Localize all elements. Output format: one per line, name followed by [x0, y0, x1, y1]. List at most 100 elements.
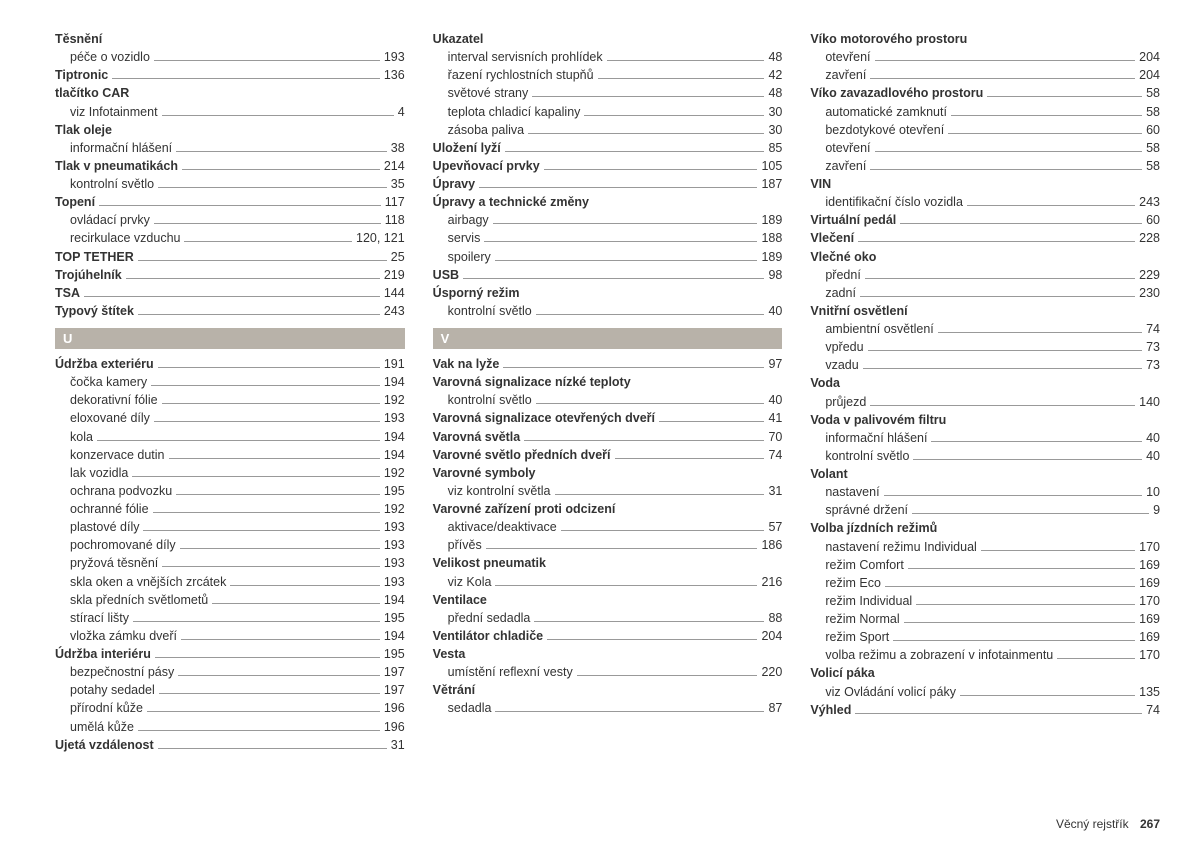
entry-label: režim Sport [825, 628, 889, 646]
entry-label: vpředu [825, 338, 863, 356]
entry-label: bezdotykové otevření [825, 121, 944, 139]
index-entry: Ventilátor chladiče204 [433, 627, 783, 645]
entry-label: pryžová těsnění [70, 554, 158, 572]
entry-leader-dots [532, 96, 764, 97]
entry-page: 74 [768, 446, 782, 464]
entry-page: 243 [384, 302, 405, 320]
entry-label: identifikační číslo vozidla [825, 193, 963, 211]
entry-page: 169 [1139, 610, 1160, 628]
entry-label: dekorativní fólie [70, 391, 158, 409]
entry-page: 118 [385, 211, 405, 229]
entry-page: 186 [761, 536, 782, 554]
entry-label: přední sedadla [448, 609, 531, 627]
index-entry: přívěs186 [433, 536, 783, 554]
entry-leader-dots [863, 368, 1142, 369]
entry-leader-dots [858, 241, 1135, 242]
entry-label: Výhled [810, 701, 851, 719]
entry-label: umělá kůže [70, 718, 134, 736]
index-entry: dekorativní fólie192 [55, 391, 405, 409]
index-entry: zadní230 [810, 284, 1160, 302]
entry-leader-dots [503, 367, 764, 368]
index-column: Těsněnípéče o vozidlo193Tiptronic136tlač… [55, 30, 405, 754]
entry-label: Varovné zařízení proti odcizení [433, 500, 616, 518]
entry-label: otevření [825, 48, 870, 66]
entry-label: režim Individual [825, 592, 912, 610]
entry-label: kola [70, 428, 93, 446]
entry-page: 193 [384, 48, 405, 66]
entry-page: 220 [761, 663, 782, 681]
entry-label: konzervace dutin [70, 446, 165, 464]
index-entry: režim Comfort169 [810, 556, 1160, 574]
entry-label: airbagy [448, 211, 489, 229]
entry-label: aktivace/deaktivace [448, 518, 557, 536]
entry-label: Víko zavazadlového prostoru [810, 84, 983, 102]
index-entry: pryžová těsnění193 [55, 554, 405, 572]
entry-label: TOP TETHER [55, 248, 134, 266]
entry-leader-dots [987, 96, 1142, 97]
index-entry: automatické zamknutí58 [810, 103, 1160, 121]
index-entry: otevření204 [810, 48, 1160, 66]
entry-label: přední [825, 266, 860, 284]
entry-label: režim Normal [825, 610, 899, 628]
footer-page-number: 267 [1140, 817, 1160, 831]
index-entry: Varovná světla70 [433, 428, 783, 446]
index-entry: aktivace/deaktivace 57 [433, 518, 783, 536]
entry-page: 85 [768, 139, 782, 157]
entry-page: 88 [768, 609, 782, 627]
entry-page: 214 [384, 157, 405, 175]
entry-label: zásoba paliva [448, 121, 524, 139]
entry-leader-dots [176, 151, 387, 152]
entry-label: Vlečení [810, 229, 854, 247]
entry-label: Upevňovací prvky [433, 157, 540, 175]
entry-page: 188 [761, 229, 782, 247]
entry-page: 35 [391, 175, 405, 193]
index-entry: tlačítko CAR [55, 84, 405, 102]
index-entry: recirkulace vzduchu120, 121 [55, 229, 405, 247]
index-entry: kontrolní světlo40 [433, 302, 783, 320]
entry-page: 194 [384, 627, 405, 645]
entry-leader-dots [893, 640, 1135, 641]
entry-label: eloxované díly [70, 409, 150, 427]
index-entry: zásoba paliva 30 [433, 121, 783, 139]
entry-page: 57 [768, 518, 782, 536]
entry-leader-dots [916, 604, 1135, 605]
entry-leader-dots [180, 548, 380, 549]
index-entry: umělá kůže196 [55, 718, 405, 736]
entry-leader-dots [884, 495, 1143, 496]
index-entry: Vlečné oko [810, 248, 1160, 266]
index-entry: Volicí páka [810, 664, 1160, 682]
index-entry: ochrana podvozku195 [55, 482, 405, 500]
entry-page: 194 [384, 591, 405, 609]
entry-label: čočka kamery [70, 373, 147, 391]
entry-page: 170 [1139, 538, 1160, 556]
entry-page: 42 [768, 66, 782, 84]
index-entry: řazení rychlostních stupňů 42 [433, 66, 783, 84]
entry-leader-dots [659, 421, 764, 422]
entry-leader-dots [528, 133, 764, 134]
entry-page: 30 [768, 121, 782, 139]
entry-leader-dots [960, 695, 1135, 696]
entry-label: Víko motorového prostoru [810, 30, 967, 48]
entry-label: Topení [55, 193, 95, 211]
index-entry: Úpravy187 [433, 175, 783, 193]
entry-leader-dots [154, 421, 380, 422]
entry-label: řazení rychlostních stupňů [448, 66, 594, 84]
entry-label: Tlak oleje [55, 121, 112, 139]
entry-page: 169 [1139, 628, 1160, 646]
entry-leader-dots [495, 711, 764, 712]
entry-leader-dots [479, 187, 757, 188]
index-entry: Trojúhelník219 [55, 266, 405, 284]
entry-leader-dots [153, 512, 380, 513]
entry-label: automatické zamknutí [825, 103, 947, 121]
entry-leader-dots [138, 314, 380, 315]
entry-leader-dots [855, 713, 1142, 714]
entry-page: 97 [768, 355, 782, 373]
index-entry: bezdotykové otevření60 [810, 121, 1160, 139]
entry-leader-dots [598, 78, 765, 79]
entry-page: 192 [384, 500, 405, 518]
index-entry: Varovné světlo předních dveří74 [433, 446, 783, 464]
entry-leader-dots [230, 585, 379, 586]
entry-label: Údržba exteriéru [55, 355, 154, 373]
entry-page: 40 [1146, 447, 1160, 465]
entry-page: 60 [1146, 211, 1160, 229]
